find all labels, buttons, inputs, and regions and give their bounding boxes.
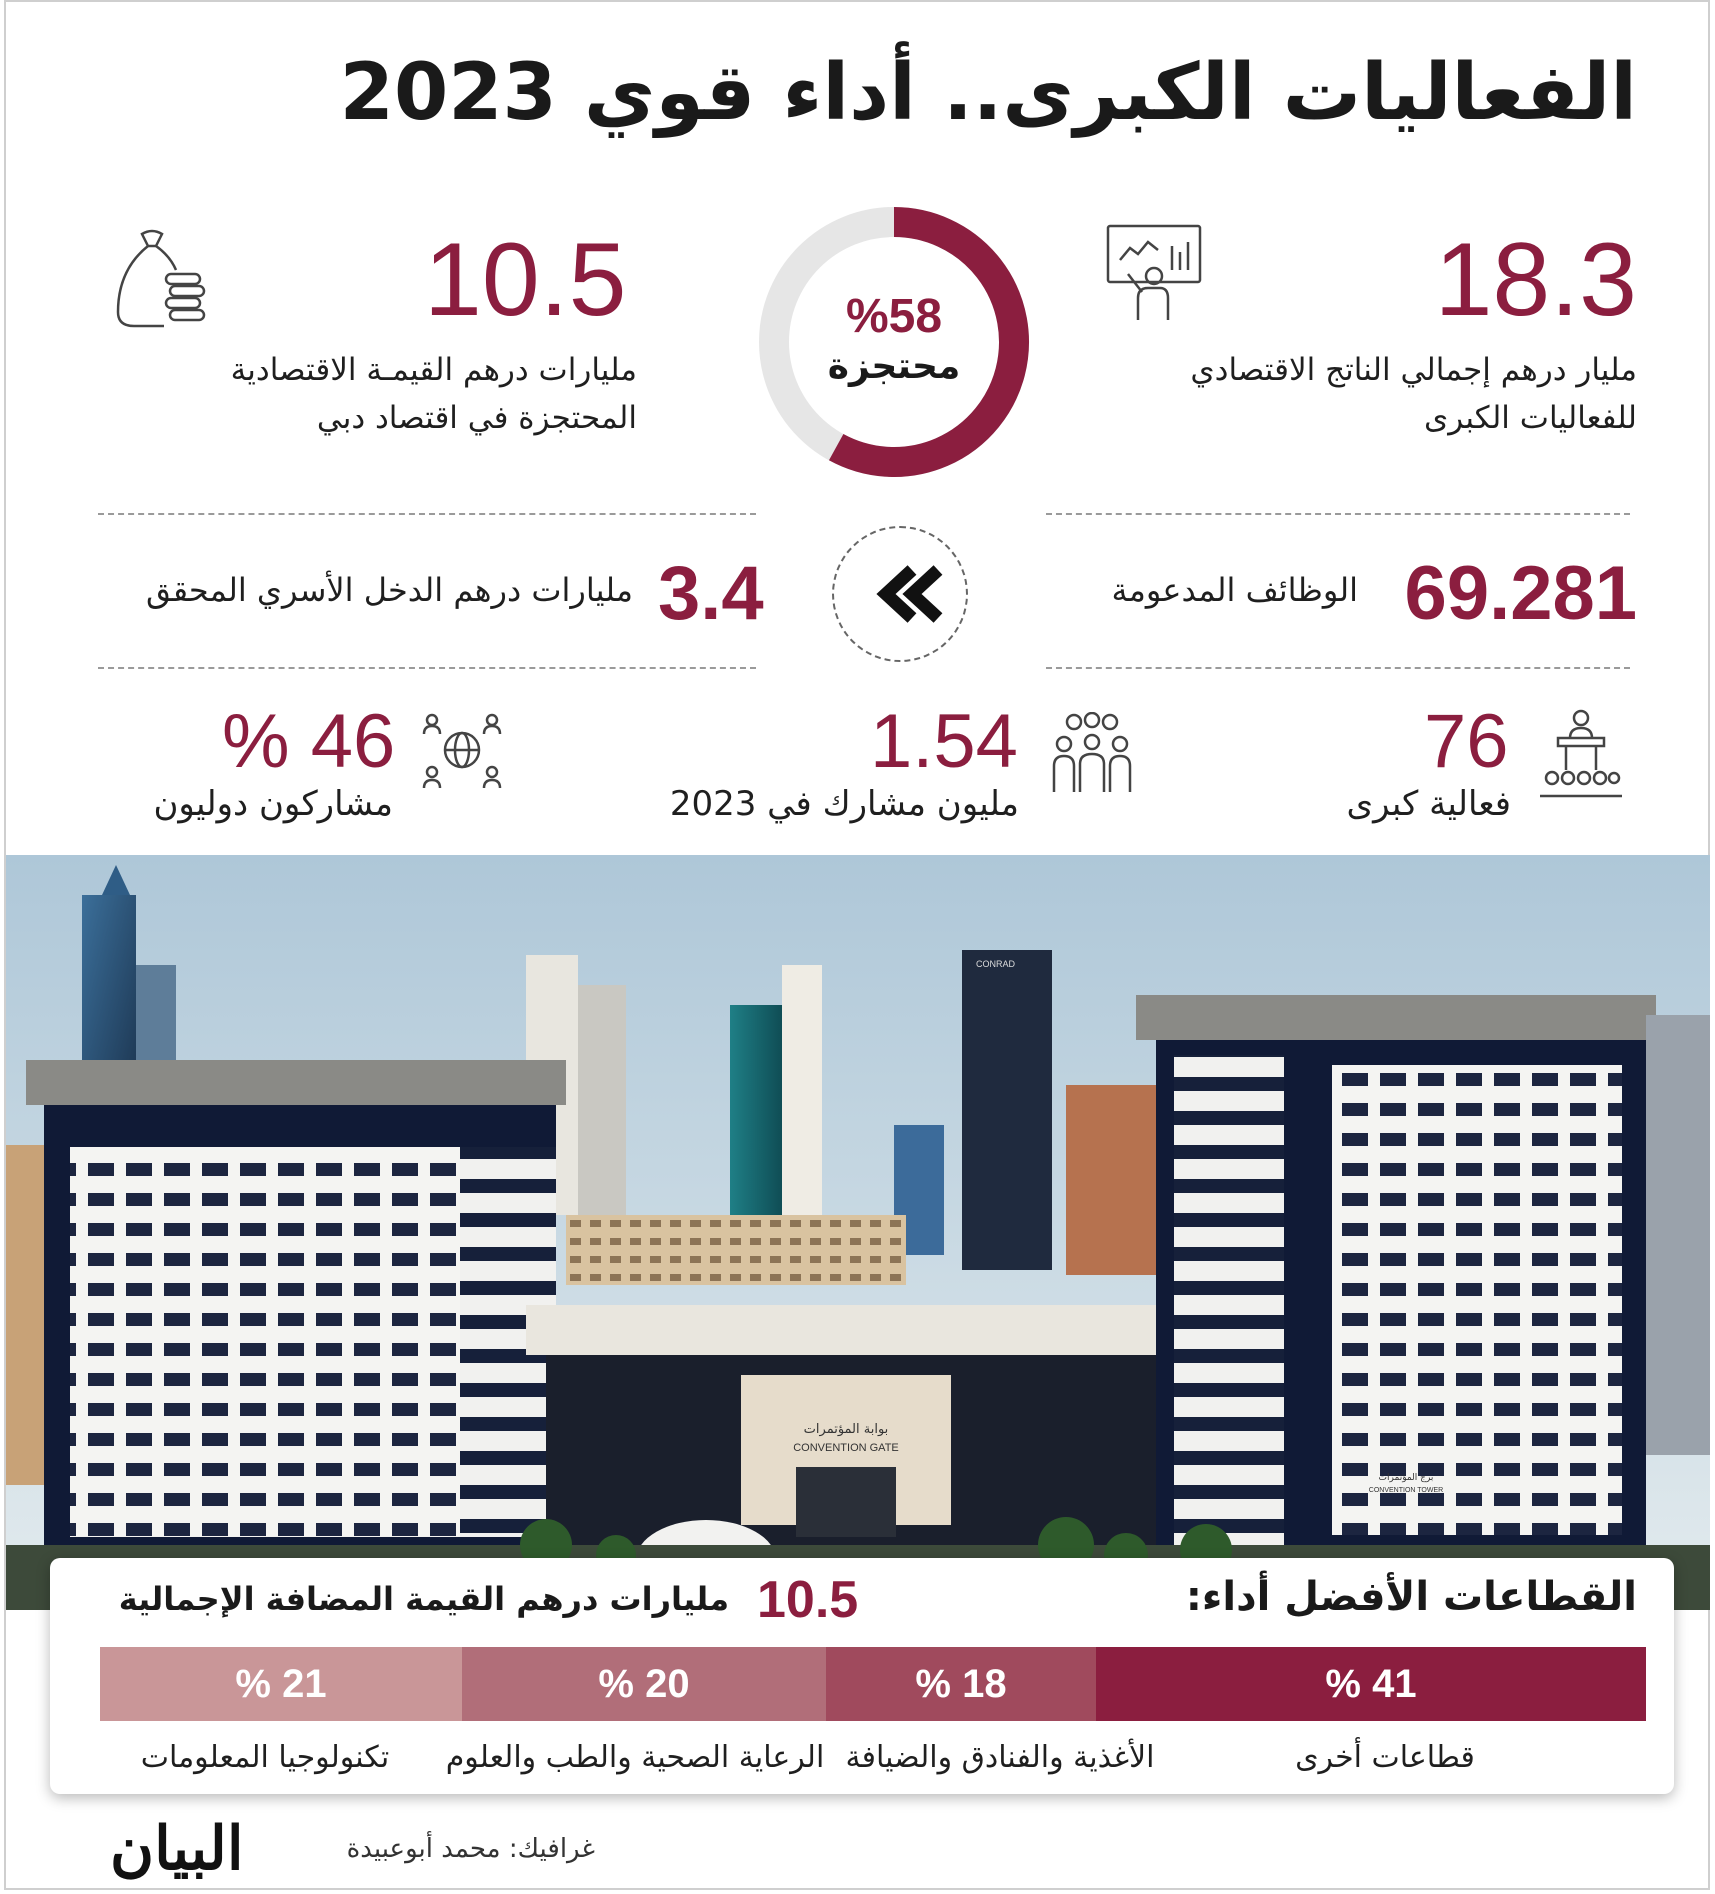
sector-pct: % 41 <box>1325 1661 1417 1706</box>
events-value: 76 <box>1424 699 1509 784</box>
divider <box>1046 667 1630 669</box>
international-label: مشاركون دوليون <box>153 784 393 824</box>
donut-arc <box>828 207 1029 477</box>
sector-label-other: قطاعات أخرى <box>1295 1740 1475 1775</box>
crowd-icon <box>1052 712 1132 796</box>
sector-bar-healthcare: % 20 <box>462 1647 826 1721</box>
podium-audience-icon <box>1538 708 1624 800</box>
sector-label-it: تكنولوجيا المعلومات <box>140 1740 390 1775</box>
convention-tower-sign-ar: برج المؤتمرات <box>1379 1473 1434 1483</box>
participants-value: 1.54 <box>870 699 1018 784</box>
retained-donut <box>759 207 1029 477</box>
convention-gate-sign-ar: بوابة المؤتمرات <box>804 1422 889 1437</box>
presenter-board-icon <box>1098 220 1206 324</box>
jobs-label: الوظائف المدعومة <box>1111 571 1358 609</box>
jobs-value: 69.281 <box>1404 551 1637 636</box>
sector-pct: % 21 <box>235 1661 327 1706</box>
gva-value: 10.5 <box>757 1571 859 1629</box>
conrad-sign: CONRAD <box>976 959 1016 969</box>
gdp-value: 18.3 <box>1434 222 1637 338</box>
sector-bar-it: % 21 <box>100 1647 462 1721</box>
retained-desc-line2: المحتجزة في اقتصاد دبي <box>316 400 637 436</box>
money-bag-coins-icon <box>112 226 216 332</box>
household-value: 3.4 <box>658 551 764 636</box>
globe-people-icon <box>422 710 502 790</box>
participants-label: مليون مشارك في 2023 <box>669 784 1019 824</box>
events-label: فعالية كبرى <box>1346 784 1512 824</box>
convention-gate-sign-en: CONVENTION GATE <box>793 1442 899 1454</box>
sector-bar-food-hospitality: % 18 <box>826 1647 1096 1721</box>
donut-label: محتجزة <box>827 346 961 387</box>
sector-pct: % 18 <box>915 1661 1007 1706</box>
albayan-logo: البيان <box>110 1814 244 1884</box>
retained-desc-line1: مليارات درهم القيمـة الاقتصادية <box>230 352 637 388</box>
sector-label-healthcare: الرعاية الصحية والطب والعلوم <box>445 1740 825 1775</box>
international-value: % 46 <box>222 699 396 784</box>
graphic-credit: غرافيك: محمد أبوعبيدة <box>346 1834 595 1864</box>
sector-bar-other: % 41 <box>1096 1647 1646 1721</box>
sectors-heading: القطاعات الأفضل أداء: <box>1185 1574 1637 1620</box>
gva-label: مليارات درهم القيمة المضافة الإجمالية <box>118 1580 729 1618</box>
divider <box>98 667 756 669</box>
chevrons-left-icon <box>832 526 968 662</box>
dubai-convention-photo: CONRAD بوابة المؤتمرات CONVENTION GATE ب… <box>6 855 1710 1610</box>
donut-value: %58 <box>845 290 943 343</box>
convention-tower-sign-en: CONVENTION TOWER <box>1369 1487 1443 1494</box>
household-label: مليارات درهم الدخل الأسري المحقق <box>146 571 633 609</box>
divider <box>1046 513 1630 515</box>
page-title: الفعاليات الكبرى.. أداء قوي 2023 <box>339 48 1637 138</box>
sector-pct: % 20 <box>598 1661 690 1706</box>
gdp-desc-line1: مليار درهم إجمالي الناتج الاقتصادي <box>1190 352 1637 388</box>
divider <box>98 513 756 515</box>
retained-value: 10.5 <box>424 222 627 338</box>
sector-label-food-hospitality: الأغذية والفنادق والضيافة <box>845 1740 1155 1775</box>
gdp-desc-line2: للفعاليات الكبرى <box>1424 400 1637 436</box>
